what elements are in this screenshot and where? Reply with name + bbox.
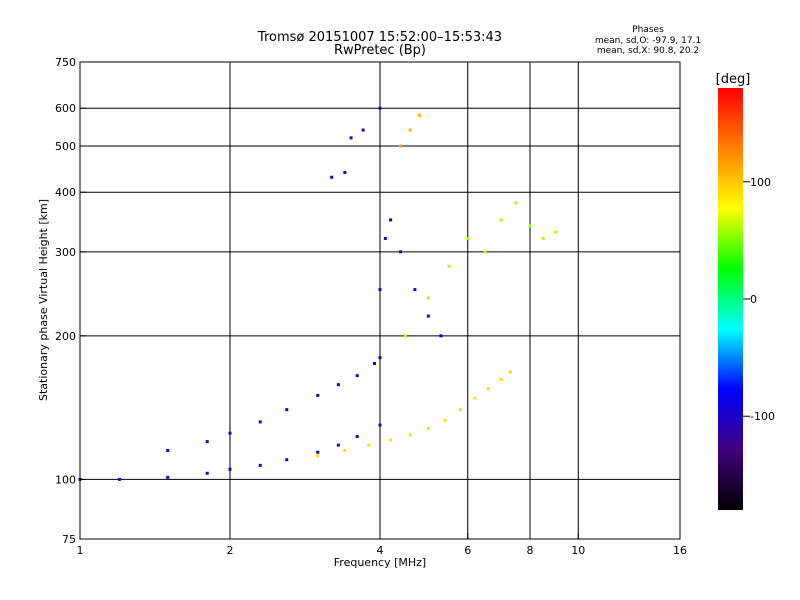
x-axis: 1 2 4 6 8 10 16 bbox=[77, 533, 687, 557]
data-point bbox=[408, 128, 412, 132]
data-point bbox=[316, 454, 320, 458]
data-point bbox=[426, 314, 430, 318]
y-tick-label: 400 bbox=[55, 186, 76, 199]
data-point bbox=[486, 387, 490, 391]
colorbar-tick-label: 0 bbox=[750, 293, 757, 306]
y-tick-label: 200 bbox=[55, 330, 76, 343]
x-tick-label: 16 bbox=[673, 544, 687, 557]
data-point bbox=[361, 128, 365, 132]
data-point bbox=[426, 426, 430, 430]
x-tick-label: 10 bbox=[571, 544, 585, 557]
data-point bbox=[117, 477, 121, 481]
x-tick-label: 8 bbox=[527, 544, 534, 557]
data-point bbox=[378, 356, 382, 360]
data-point bbox=[343, 170, 347, 174]
y-tick-label: 600 bbox=[55, 102, 76, 115]
y-axis: 75 100 200 300 400 500 600 750 bbox=[55, 56, 86, 546]
x-tick-label: 6 bbox=[464, 544, 471, 557]
y-tick-label: 75 bbox=[62, 533, 76, 546]
data-point bbox=[403, 334, 407, 338]
data-point bbox=[383, 236, 387, 240]
data-point bbox=[336, 443, 340, 447]
data-point bbox=[316, 450, 320, 454]
data-point bbox=[447, 264, 451, 268]
colorbar-gradient bbox=[718, 88, 743, 510]
data-point bbox=[355, 435, 359, 439]
stats-header: Phases bbox=[632, 25, 664, 35]
data-point bbox=[316, 393, 320, 397]
data-point bbox=[166, 448, 170, 452]
x-axis-label: Frequency [MHz] bbox=[334, 556, 426, 569]
data-point bbox=[413, 288, 417, 292]
y-tick-label: 100 bbox=[55, 473, 76, 486]
data-point bbox=[399, 250, 403, 254]
data-point bbox=[285, 408, 289, 412]
data-point bbox=[417, 113, 421, 117]
x-tick-label: 4 bbox=[377, 544, 384, 557]
data-point bbox=[367, 443, 371, 447]
grid bbox=[80, 62, 680, 539]
data-point bbox=[343, 448, 347, 452]
data-point bbox=[355, 374, 359, 378]
y-tick-label: 750 bbox=[55, 56, 76, 69]
data-point bbox=[228, 467, 232, 471]
data-point bbox=[258, 463, 262, 467]
data-point bbox=[426, 296, 430, 300]
data-points bbox=[78, 106, 557, 481]
data-point bbox=[408, 433, 412, 437]
data-point bbox=[378, 288, 382, 292]
data-point bbox=[389, 438, 393, 442]
chart-subtitle: RwPretec (Bp) bbox=[334, 43, 426, 58]
data-point bbox=[205, 440, 209, 444]
data-point bbox=[541, 236, 545, 240]
data-point bbox=[285, 458, 289, 462]
data-point bbox=[378, 106, 382, 110]
colorbar-label: [deg] bbox=[716, 72, 751, 87]
y-axis-label: Stationary phase Virtual Height [km] bbox=[37, 199, 50, 401]
data-point bbox=[466, 236, 470, 240]
stats-o-mode: mean, sd,O: -97.9, 17.1 bbox=[595, 36, 701, 46]
y-tick-label: 300 bbox=[55, 246, 76, 259]
data-point bbox=[439, 334, 443, 338]
data-point bbox=[443, 418, 447, 422]
data-point bbox=[399, 144, 403, 148]
data-point bbox=[378, 423, 382, 427]
colorbar-tick-label: -100 bbox=[750, 410, 775, 423]
data-point bbox=[499, 377, 503, 381]
colorbar-tick-label: 100 bbox=[750, 176, 771, 189]
data-point bbox=[258, 420, 262, 424]
data-point bbox=[389, 218, 393, 222]
data-point bbox=[336, 383, 340, 387]
data-point bbox=[553, 230, 557, 234]
data-point bbox=[330, 175, 334, 179]
data-point bbox=[473, 396, 477, 400]
stats-x-mode: mean, sd,X: 90.8, 20.2 bbox=[597, 46, 699, 56]
data-point bbox=[514, 201, 518, 205]
data-point bbox=[458, 408, 462, 412]
data-point bbox=[483, 250, 487, 254]
y-tick-label: 500 bbox=[55, 140, 76, 153]
data-point bbox=[228, 431, 232, 435]
x-tick-label: 1 bbox=[77, 544, 84, 557]
data-point bbox=[205, 471, 209, 475]
chart-title: Tromsø 20151007 15:52:00–15:53:43 bbox=[257, 30, 502, 45]
data-point bbox=[349, 136, 353, 140]
data-point bbox=[499, 218, 503, 222]
data-point bbox=[528, 224, 532, 228]
x-tick-label: 2 bbox=[227, 544, 234, 557]
data-point bbox=[373, 361, 377, 365]
data-point bbox=[166, 475, 170, 479]
colorbar: [deg] 100 0 -100 bbox=[716, 72, 775, 510]
data-point bbox=[508, 370, 512, 374]
